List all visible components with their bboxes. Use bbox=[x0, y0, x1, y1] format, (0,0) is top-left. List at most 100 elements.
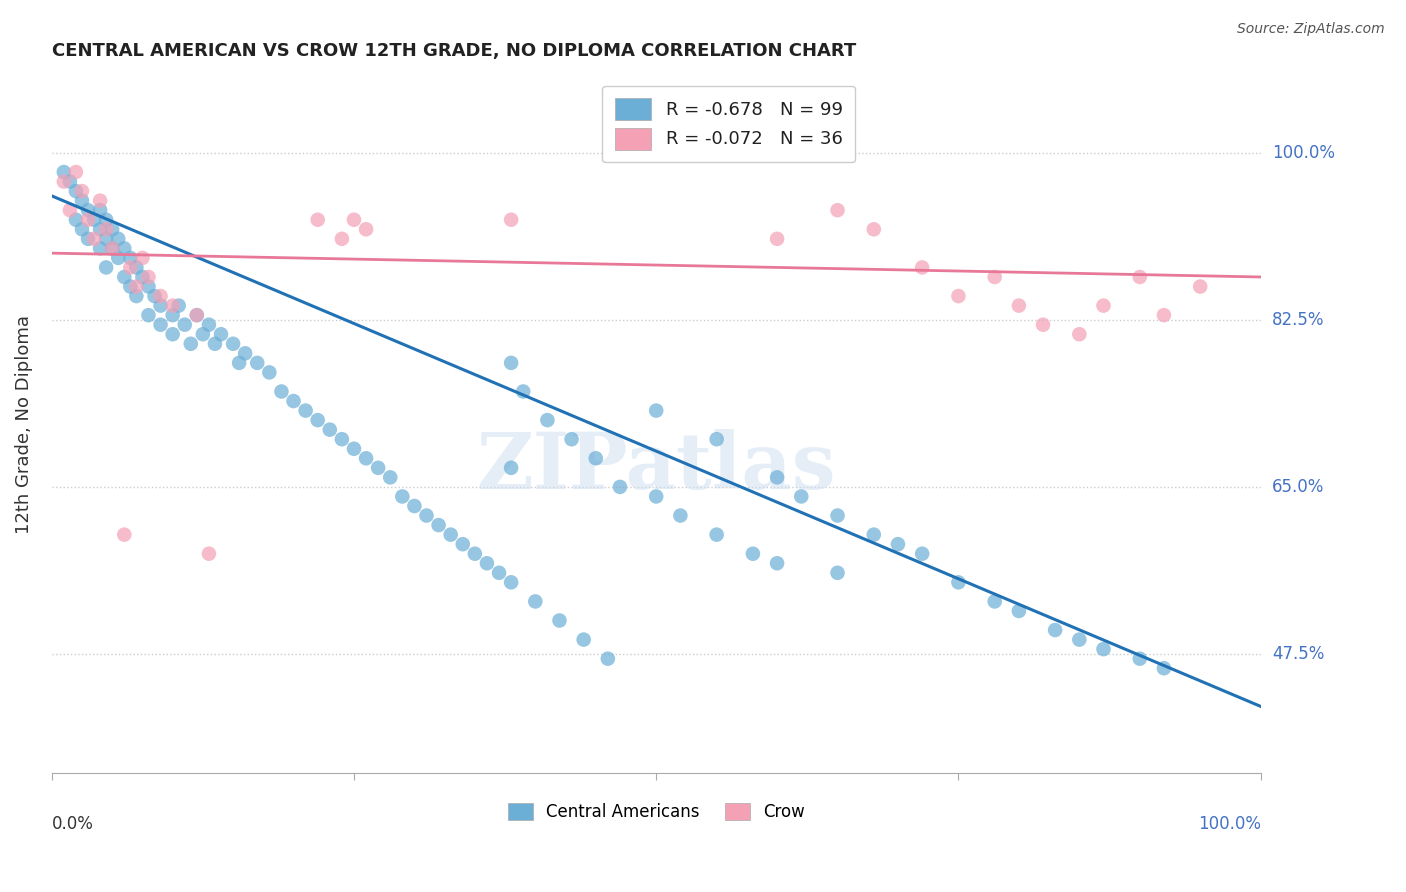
Point bbox=[209, 327, 232, 342]
Text: 0.0%: 0.0% bbox=[52, 815, 94, 833]
Text: ZIPatlas: ZIPatlas bbox=[477, 429, 837, 505]
Text: 100.0%: 100.0% bbox=[1272, 144, 1334, 162]
Point bbox=[1043, 623, 1066, 637]
Point bbox=[451, 537, 474, 551]
Text: 82.5%: 82.5% bbox=[1272, 311, 1324, 329]
Point bbox=[186, 308, 208, 322]
Point bbox=[112, 527, 135, 541]
Point bbox=[741, 547, 763, 561]
Text: Source: ZipAtlas.com: Source: ZipAtlas.com bbox=[1237, 22, 1385, 37]
Point bbox=[222, 336, 245, 351]
Point bbox=[911, 547, 934, 561]
Point bbox=[52, 165, 75, 179]
Point bbox=[766, 556, 789, 570]
Point bbox=[354, 451, 377, 466]
Point bbox=[1092, 299, 1115, 313]
Point bbox=[1032, 318, 1054, 332]
Point bbox=[233, 346, 256, 360]
Point bbox=[89, 222, 111, 236]
Point bbox=[609, 480, 631, 494]
Point bbox=[790, 490, 813, 504]
Point bbox=[1153, 308, 1175, 322]
Point bbox=[1069, 327, 1091, 342]
Point bbox=[572, 632, 595, 647]
Point bbox=[246, 356, 269, 370]
Point bbox=[120, 260, 142, 275]
Point bbox=[112, 241, 135, 255]
Point bbox=[59, 203, 82, 218]
Point bbox=[120, 279, 142, 293]
Point bbox=[283, 394, 305, 409]
Point bbox=[167, 299, 190, 313]
Point bbox=[162, 327, 184, 342]
Point bbox=[1069, 632, 1091, 647]
Point bbox=[198, 547, 221, 561]
Point bbox=[512, 384, 534, 399]
Point bbox=[101, 222, 124, 236]
Point bbox=[319, 423, 342, 437]
Point bbox=[65, 165, 87, 179]
Point bbox=[307, 413, 329, 427]
Point bbox=[561, 432, 583, 446]
Point bbox=[173, 318, 195, 332]
Point bbox=[107, 232, 129, 246]
Point bbox=[585, 451, 607, 466]
Point bbox=[77, 232, 100, 246]
Point bbox=[911, 260, 934, 275]
Point bbox=[354, 222, 377, 236]
Point bbox=[180, 336, 202, 351]
Point bbox=[330, 232, 353, 246]
Point bbox=[645, 403, 668, 417]
Point bbox=[149, 318, 172, 332]
Point bbox=[391, 490, 413, 504]
Point bbox=[101, 241, 124, 255]
Point bbox=[162, 308, 184, 322]
Point bbox=[191, 327, 214, 342]
Point bbox=[983, 270, 1005, 285]
Point bbox=[524, 594, 547, 608]
Point bbox=[404, 499, 426, 513]
Point bbox=[198, 318, 221, 332]
Point bbox=[138, 270, 160, 285]
Point bbox=[501, 356, 523, 370]
Point bbox=[94, 232, 117, 246]
Text: 100.0%: 100.0% bbox=[1198, 815, 1261, 833]
Point bbox=[70, 222, 93, 236]
Point bbox=[94, 222, 117, 236]
Point bbox=[536, 413, 558, 427]
Point bbox=[83, 212, 105, 227]
Text: 65.0%: 65.0% bbox=[1272, 478, 1324, 496]
Point bbox=[827, 203, 849, 218]
Point bbox=[125, 289, 148, 303]
Point bbox=[120, 251, 142, 265]
Point bbox=[1092, 642, 1115, 657]
Point bbox=[186, 308, 208, 322]
Point bbox=[488, 566, 510, 580]
Point bbox=[77, 203, 100, 218]
Point bbox=[125, 260, 148, 275]
Point bbox=[862, 527, 884, 541]
Point bbox=[827, 566, 849, 580]
Point bbox=[548, 614, 571, 628]
Point bbox=[107, 251, 129, 265]
Point bbox=[162, 299, 184, 313]
Point bbox=[70, 184, 93, 198]
Point bbox=[645, 490, 668, 504]
Point bbox=[131, 251, 153, 265]
Point bbox=[766, 470, 789, 484]
Point bbox=[669, 508, 692, 523]
Point bbox=[1129, 270, 1152, 285]
Point bbox=[138, 308, 160, 322]
Point bbox=[125, 279, 148, 293]
Point bbox=[862, 222, 884, 236]
Point bbox=[440, 527, 463, 541]
Point bbox=[89, 241, 111, 255]
Legend: R = -0.678   N = 99, R = -0.072   N = 36: R = -0.678 N = 99, R = -0.072 N = 36 bbox=[602, 86, 855, 162]
Point bbox=[89, 194, 111, 208]
Point bbox=[59, 175, 82, 189]
Point bbox=[596, 651, 619, 665]
Point bbox=[983, 594, 1005, 608]
Point bbox=[101, 241, 124, 255]
Point bbox=[131, 270, 153, 285]
Point bbox=[343, 212, 366, 227]
